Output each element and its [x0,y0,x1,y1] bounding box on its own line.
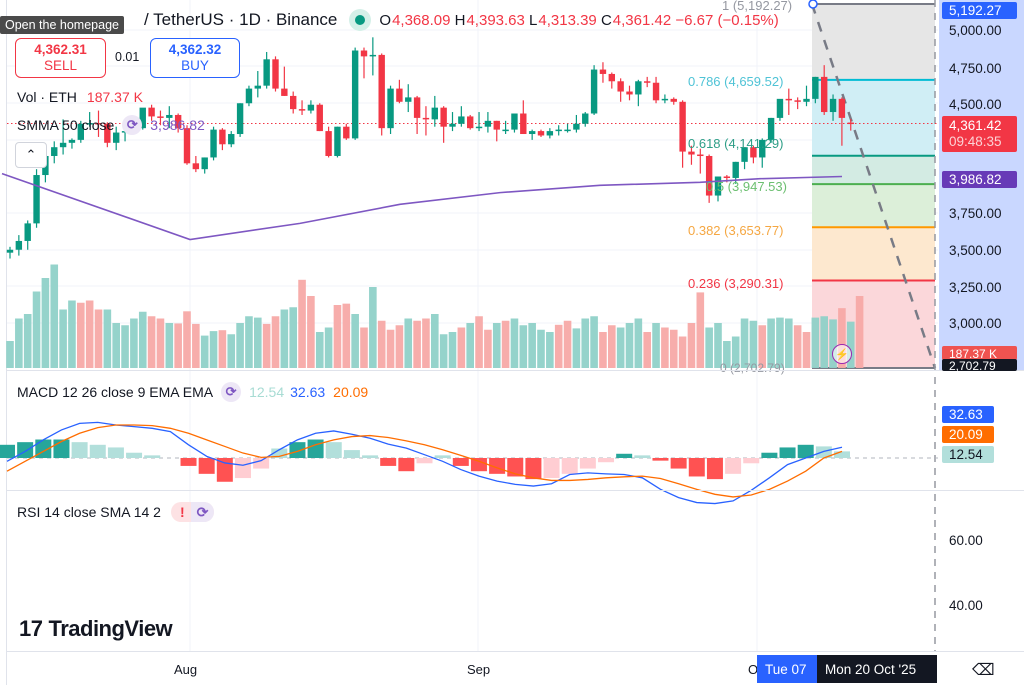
close-value: 4,361.42 [612,11,672,29]
volume-legend[interactable]: Vol · ETH 187.37 K [17,89,143,105]
last-price-tag: 4,361.42 09:48:35 [942,116,1017,152]
spread-value: 0.01 [115,50,140,64]
change-value: −6.67 (−0.15%) [675,11,779,29]
rsi-axis[interactable]: 60.00 40.00 [939,491,1024,651]
sell-label: SELL [43,58,78,73]
open-label: O [379,11,392,29]
chart-settings-icon[interactable]: ⌫ [972,662,995,679]
hist-axis-tag: 12.54 [942,446,994,463]
time-label-aug: Aug [174,662,198,677]
last-price: 4,361.42 [949,118,1002,133]
homepage-tooltip: Open the homepage [0,16,124,34]
time-axis-divider [6,651,1024,652]
market-status-icon [349,9,372,31]
tradingview-logo-icon: 17 [19,616,43,641]
fib-label-0: 0 (2,702.79) [720,361,785,375]
fib-label-1: 1 (5,192.27) [722,0,793,13]
price-tick: 4,500.00 [949,97,1002,112]
macd-axis-tag: 32.63 [942,406,994,423]
bar-countdown: 09:48:35 [949,134,1002,149]
smma-legend[interactable]: SMMA 50 close ⟳ 3,986.82 [17,115,205,135]
price-tick: 3,250.00 [949,280,1002,295]
crosshair-date-tag: Tue 07 [757,655,817,683]
sell-button[interactable]: 4,362.31 SELL [15,38,106,78]
refresh-icon[interactable]: ⟳ [190,502,215,522]
pane-divider-macd[interactable] [6,370,1024,371]
price-tick: 5,000.00 [949,23,1002,38]
sell-price: 4,362.31 [34,42,87,57]
refresh-icon[interactable]: ⟳ [221,382,242,402]
macd-value: 32.63 [290,384,326,400]
rsi-tick: 40.00 [949,598,983,613]
macd-signal-value: 20.09 [333,384,369,400]
buy-label: BUY [181,58,209,73]
macd-label: MACD 12 26 close 9 EMA EMA [17,384,214,400]
fib-label-0236: 0.236 (3,290.31) [688,276,784,291]
close-label: C [600,11,612,29]
chevron-up-icon: ⌃ [25,147,37,162]
volume-tag: 187.37 K [942,346,1017,360]
rsi-label: RSI 14 close SMA 14 2 [17,504,161,520]
lightning-icon[interactable]: ⚡ [832,344,852,364]
buy-button[interactable]: 4,362.32 BUY [150,38,240,78]
fib-label-0786: 0.786 (4,659.52) [688,74,784,89]
high-value: 4,393.63 [466,11,525,29]
price-tick: 3,000.00 [949,316,1002,331]
fib-bottom-price-tag: 2,702.79 [942,359,1017,371]
low-value: 4,313.39 [538,11,597,29]
selected-date-tag: Mon 20 Oct '25 [817,655,937,683]
smma-value: 3,986.82 [150,117,205,133]
fib-label-05: 0.5 (3,947.53) [706,179,787,194]
ohlc-values: O4,368.09 H4,393.63 L4,313.39 C4,361.42 … [379,12,778,29]
volume-label: Vol · ETH [17,89,77,105]
price-tick: 4,750.00 [949,61,1002,76]
collapse-legend-button[interactable]: ⌃ [15,142,47,168]
refresh-icon[interactable]: ⟳ [122,115,143,135]
smma-price-tag: 3,986.82 [942,171,1017,188]
rsi-legend[interactable]: RSI 14 close SMA 14 2 ! ⟳ [17,502,215,522]
macd-legend[interactable]: MACD 12 26 close 9 EMA EMA ⟳ 12.54 32.63… [17,382,368,402]
high-label: H [454,11,466,29]
rsi-alert-badge[interactable]: ! ⟳ [170,502,215,522]
symbol-title[interactable]: / TetherUS · 1D · Binance [144,10,338,29]
buy-price: 4,362.32 [168,42,222,57]
price-tick: 3,500.00 [949,243,1002,258]
volume-value: 187.37 K [86,89,143,105]
tradingview-logo[interactable]: 17 TradingView [19,616,173,642]
time-label-oct: O [748,662,759,677]
time-label-sep: Sep [467,662,491,677]
low-label: L [529,11,538,29]
price-tick: 3,750.00 [949,206,1002,221]
alert-icon: ! [179,504,185,520]
open-value: 4,368.09 [392,11,451,29]
fib-label-0618: 0.618 (4,141.29) [688,136,784,151]
smma-label: SMMA 50 close [17,117,115,133]
macd-hist-value: 12.54 [249,384,285,400]
rsi-tick: 60.00 [949,533,983,548]
signal-axis-tag: 20.09 [942,426,994,443]
pane-divider-rsi[interactable] [6,490,1024,491]
symbol-header: / TetherUS · 1D · Binance O4,368.09 H4,3… [6,9,779,31]
fib-label-0382: 0.382 (3,653.77) [688,223,784,238]
fib-top-price-tag: 5,192.27 [942,2,1017,19]
tradingview-logo-text: TradingView [48,616,173,641]
